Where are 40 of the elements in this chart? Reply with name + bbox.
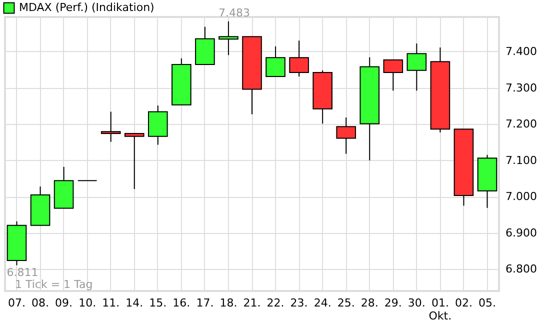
x-tick-label: 15. xyxy=(149,296,167,310)
candlestick xyxy=(406,42,427,92)
annotation: 7.483 xyxy=(218,6,250,20)
candlestick xyxy=(100,111,121,142)
x-tick-label: 05. xyxy=(478,296,496,310)
y-tick-label: 7.000 xyxy=(506,190,537,204)
x-tick-label: 07. xyxy=(8,296,26,310)
x-tick-label: 17. xyxy=(196,296,214,310)
x-tick-label: 30. xyxy=(408,296,426,310)
candlestick xyxy=(266,46,286,78)
x-tick-label: 11. xyxy=(102,296,120,310)
x-tick-label: 22. xyxy=(266,296,284,310)
x-tick-label: 18. xyxy=(220,296,238,310)
candlestick xyxy=(124,132,144,190)
candlestick xyxy=(218,20,238,56)
x-tick-label: 28. xyxy=(360,296,378,310)
x-tick-label: 16. xyxy=(172,296,190,310)
x-tick-label: 01. Okt. xyxy=(428,296,452,322)
y-tick-label: 6.800 xyxy=(506,262,537,276)
x-tick-label: 09. xyxy=(55,296,73,310)
candlestick xyxy=(336,117,356,154)
legend-label: MDAX (Perf.) (Indikation) xyxy=(19,1,154,14)
x-tick-label: 02. xyxy=(454,296,472,310)
y-tick-label: 7.300 xyxy=(506,81,537,94)
candlestick xyxy=(383,59,404,92)
x-tick-label: 08. xyxy=(32,296,50,310)
y-tick-label: 7.100 xyxy=(506,154,537,167)
x-tick-label: 10. xyxy=(78,296,96,310)
y-tick-label: 7.400 xyxy=(506,44,537,58)
candlestick xyxy=(289,40,309,78)
x-tick-label: 25. xyxy=(337,296,355,310)
x-tick-label: 21. xyxy=(243,296,261,310)
x-tick-label: 29. xyxy=(384,296,402,310)
x-tick-label: 23. xyxy=(290,296,308,310)
y-tick-label: 7.200 xyxy=(506,118,537,131)
x-tick-label: 24. xyxy=(314,296,332,310)
annotation: 6.811 xyxy=(6,266,38,280)
x-tick-label: 14. xyxy=(126,296,144,310)
y-tick-label: 6.900 xyxy=(506,226,537,240)
annotation: 1 Tick = 1 Tag xyxy=(15,278,93,291)
